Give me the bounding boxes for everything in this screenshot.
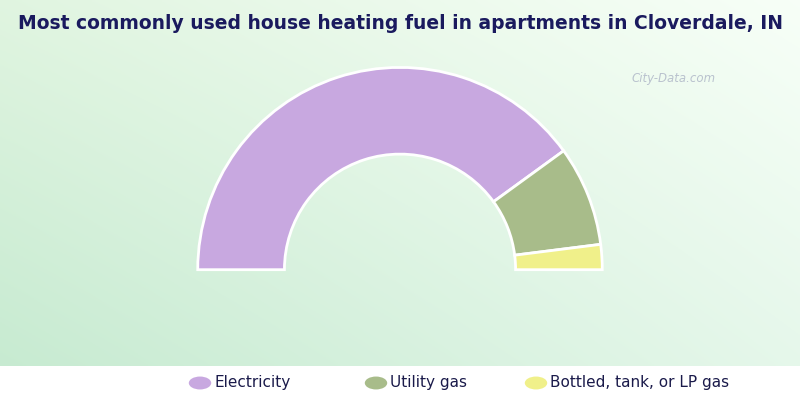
Ellipse shape — [525, 376, 547, 390]
Wedge shape — [494, 151, 601, 255]
Text: Most commonly used house heating fuel in apartments in Cloverdale, IN: Most commonly used house heating fuel in… — [18, 14, 782, 33]
Wedge shape — [514, 244, 602, 270]
Ellipse shape — [365, 376, 387, 390]
Text: City-Data.com: City-Data.com — [632, 72, 716, 85]
Text: Bottled, tank, or LP gas: Bottled, tank, or LP gas — [550, 376, 730, 390]
Ellipse shape — [189, 376, 211, 390]
Text: Electricity: Electricity — [214, 376, 290, 390]
Text: Utility gas: Utility gas — [390, 376, 467, 390]
Wedge shape — [198, 68, 564, 270]
